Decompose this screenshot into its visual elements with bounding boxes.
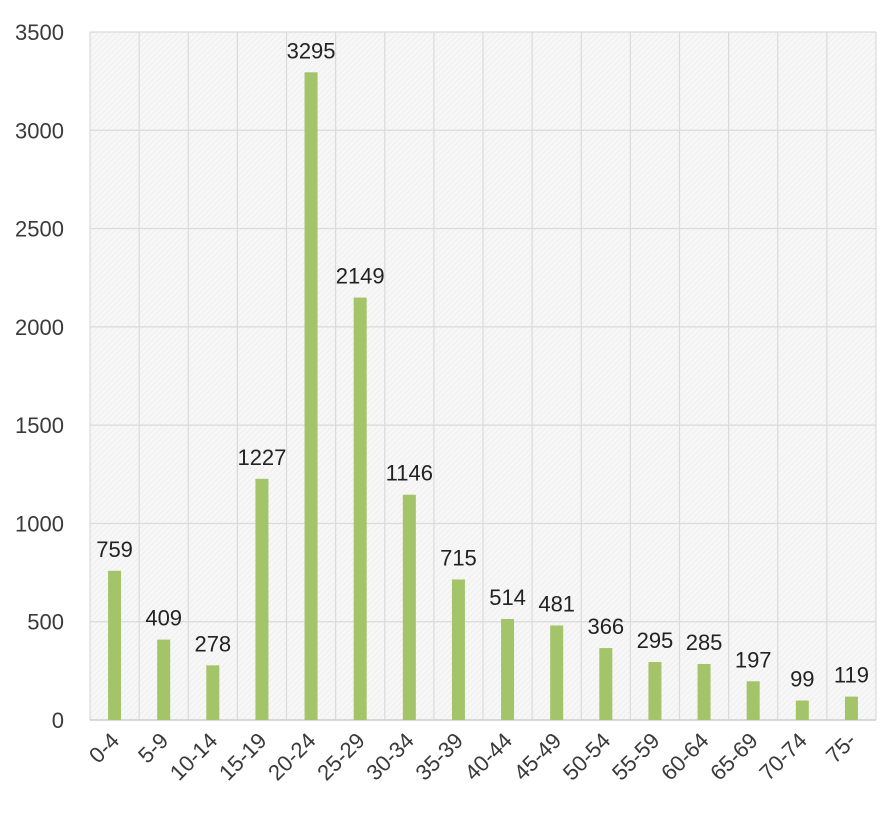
data-label-10-14: 278 [194,631,231,656]
x-tick-label: 40-44 [460,728,517,785]
x-tick-label: 30-34 [361,728,418,785]
x-tick-label: 35-39 [410,728,467,785]
x-tick-label: 10-14 [165,728,222,785]
data-label-75-: 119 [834,663,869,688]
x-tick-label: 15-19 [214,728,271,785]
x-tick-label: 65-69 [705,728,762,785]
data-label-40-44: 514 [489,585,526,610]
bars [108,72,858,721]
y-tick-label: 3000 [15,118,64,143]
y-axis: 0 500 1000 1500 2000 2500 3000 3500 [15,20,64,733]
data-label-20-24: 3295 [287,38,336,63]
bar-20-24 [304,72,318,721]
bar-30-34 [402,494,416,720]
data-label-35-39: 715 [440,545,477,570]
bar-25-29 [353,297,367,720]
bar-60-64 [697,663,711,720]
data-label-50-54: 366 [587,614,624,639]
data-label-15-19: 1227 [237,445,286,470]
data-label-0-4: 759 [96,537,133,562]
data-label-55-59: 295 [637,628,674,653]
bar-55-59 [648,662,662,720]
bar-40-44 [501,618,515,720]
x-tick-label: 25-29 [312,728,369,785]
x-tick-label: 0-4 [84,728,124,768]
data-label-25-29: 2149 [336,264,385,289]
data-label-65-69: 197 [735,647,772,672]
bar-35-39 [451,579,465,720]
data-label-45-49: 481 [538,591,575,616]
data-label-70-74: 99 [790,667,814,692]
x-tick-label: 75- [821,728,861,768]
y-tick-label: 3500 [15,20,64,45]
data-label-60-64: 285 [686,630,723,655]
y-tick-label: 1500 [15,413,64,438]
bar-75- [844,696,858,720]
x-tick-label: 55-59 [607,728,664,785]
x-axis: 0-4 5-910-1415-1920-2425-2930-3435-3940-4… [84,728,861,785]
y-tick-label: 2500 [15,217,64,242]
y-tick-label: 2000 [15,315,64,340]
y-tick-label: 500 [27,610,64,635]
x-tick-label: 5-9 [133,728,173,768]
bar-10-14 [206,665,220,720]
bar-15-19 [255,478,269,720]
x-tick-label: 50-54 [558,728,615,785]
y-tick-label: 0 [52,708,64,733]
bar-5-9 [157,639,171,720]
bar-45-49 [550,625,564,720]
data-labels: 759 409 278 1227 3295 2149 1146 715 514 481 366 295… [96,38,869,691]
bar-0-4 [108,570,122,720]
bar-50-54 [599,648,613,720]
data-label-5-9: 409 [145,606,182,631]
x-tick-label: 60-64 [656,728,713,785]
x-tick-label: 70-74 [754,728,811,785]
y-tick-label: 1000 [15,511,64,536]
bar-70-74 [795,700,809,720]
bar-65-69 [746,681,760,720]
x-tick-label: 20-24 [263,728,320,785]
x-tick-label: 45-49 [509,728,566,785]
data-label-30-34: 1146 [386,461,433,486]
grid [89,31,877,721]
